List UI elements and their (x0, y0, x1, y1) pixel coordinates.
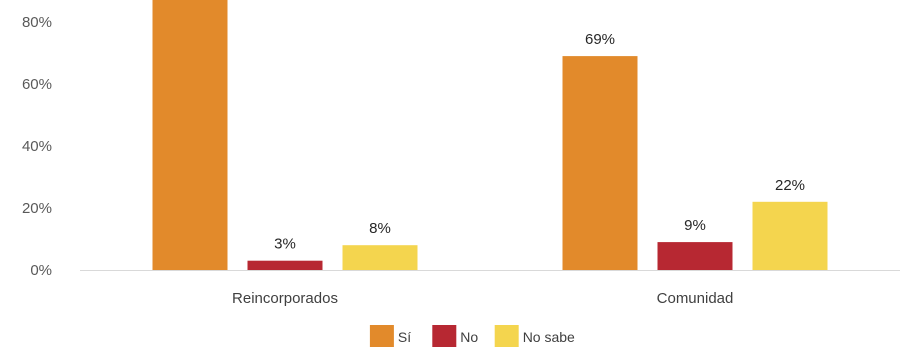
data-label: 69% (585, 31, 615, 48)
legend-label: Sí (398, 329, 411, 345)
legend-swatch (432, 325, 457, 347)
legend: Sí No No sabe (369, 325, 575, 347)
legend-swatch (494, 325, 519, 347)
y-tick-label: 80% (22, 14, 52, 31)
legend-label: No (460, 329, 478, 345)
data-labels: 3% 8% 69% 9% 22% (274, 31, 805, 253)
data-label: 22% (775, 177, 805, 194)
bar-comunidad-2 (657, 242, 733, 270)
y-axis: 0% 20% 40% 60% 80% (22, 14, 52, 279)
legend-swatch (369, 325, 394, 347)
x-axis: Reincorporados Comunidad (232, 290, 733, 307)
bar-comunidad-3 (752, 201, 828, 270)
bar-reincorporados-1 (152, 0, 228, 270)
legend-item: No sabe (494, 325, 575, 347)
bar-comunidad-1 (562, 56, 638, 270)
data-label: 3% (274, 236, 296, 253)
y-tick-label: 40% (22, 138, 52, 155)
y-tick-label: 0% (30, 262, 52, 279)
legend-label: No sabe (523, 329, 575, 345)
legend-item: No (432, 325, 478, 347)
legend-item: Sí (369, 325, 411, 347)
bar-reincorporados-3 (342, 245, 418, 270)
x-category-label: Comunidad (657, 290, 734, 307)
y-tick-label: 60% (22, 76, 52, 93)
bar-reincorporados-2 (247, 260, 323, 270)
data-label: 9% (684, 217, 706, 234)
data-label: 8% (369, 220, 391, 237)
bars (152, 0, 828, 270)
y-tick-label: 20% (22, 200, 52, 217)
x-category-label: Reincorporados (232, 290, 338, 307)
